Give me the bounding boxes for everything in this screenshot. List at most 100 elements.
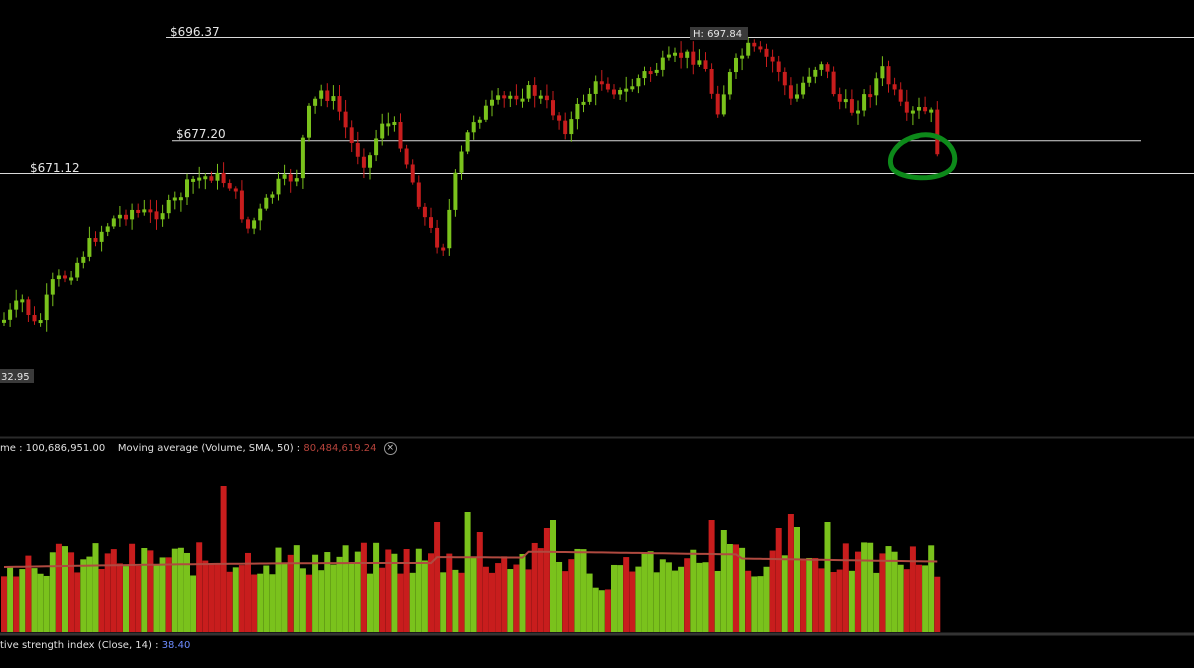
candle <box>679 41 684 69</box>
volume-bar <box>196 542 203 632</box>
candle <box>8 303 13 327</box>
volume-bar <box>171 548 178 632</box>
volume-bar <box>360 542 367 632</box>
candle <box>630 78 635 92</box>
volume-bar <box>733 544 739 632</box>
candle <box>544 84 549 109</box>
candle <box>178 192 183 212</box>
candle <box>807 67 812 87</box>
candle <box>404 144 409 169</box>
candle <box>93 231 98 247</box>
volume-bar <box>37 573 44 632</box>
svg-text:32.95: 32.95 <box>1 372 30 383</box>
candle <box>703 52 708 72</box>
candle <box>685 49 690 69</box>
volume-bar <box>598 590 605 632</box>
volume-bar <box>903 569 910 632</box>
svg-text:H: 697.84: H: 697.84 <box>693 29 742 40</box>
volume-bar <box>446 553 453 632</box>
rsi-value: 38.40 <box>161 640 191 651</box>
candle <box>130 203 135 230</box>
volume-bar <box>623 557 630 632</box>
volume-bar <box>800 559 807 632</box>
volume-bar <box>830 572 837 632</box>
candle <box>526 80 531 102</box>
volume-bar <box>1 576 7 632</box>
candle <box>910 106 915 126</box>
volume-bar <box>806 557 813 632</box>
candle <box>221 162 226 188</box>
candle <box>355 131 360 165</box>
candle <box>252 217 257 235</box>
volume-bar <box>647 551 654 632</box>
volume-bar <box>251 574 258 632</box>
volume-bar <box>202 560 209 632</box>
volume-bar <box>861 542 868 632</box>
candle <box>795 83 799 102</box>
volume-bar <box>879 553 886 632</box>
volume-bar <box>7 566 14 632</box>
candle <box>197 166 202 189</box>
candle <box>752 39 757 52</box>
candle <box>917 97 921 119</box>
candle <box>581 94 586 113</box>
volume-bar <box>885 546 892 632</box>
volume-bar <box>159 557 166 632</box>
volume-bar <box>824 522 831 632</box>
price-level-label: $671.12 <box>30 161 80 175</box>
candle <box>374 129 379 162</box>
volume-bar <box>543 528 550 632</box>
volume-bar <box>916 564 922 632</box>
candle <box>410 159 415 185</box>
volume-bar <box>153 564 160 632</box>
volume-bar <box>452 569 459 632</box>
volume-bar <box>238 565 245 632</box>
candle <box>691 41 696 75</box>
candle <box>849 89 854 116</box>
rsi-params: (Close, 14) <box>97 640 152 651</box>
candle <box>75 257 80 282</box>
volume-bar <box>635 566 642 632</box>
close-icon[interactable]: × <box>383 441 397 455</box>
volume-bar <box>842 543 849 632</box>
candle <box>422 202 427 226</box>
candle <box>191 176 196 194</box>
volume-bar <box>769 550 776 632</box>
volume-bar <box>714 570 721 632</box>
volume-bar <box>482 566 489 632</box>
volume-bar <box>74 572 81 632</box>
candle <box>142 199 147 216</box>
candle <box>20 294 25 313</box>
candle <box>69 271 74 285</box>
rsi-label: tive strength index <box>0 640 95 651</box>
candle <box>398 113 403 153</box>
volume-bar <box>287 554 294 632</box>
candle <box>868 85 873 108</box>
volume-bar <box>208 563 215 632</box>
volume-bar <box>336 556 343 632</box>
volume-bar <box>653 572 660 632</box>
candle <box>325 83 330 108</box>
volume-bar <box>641 552 648 632</box>
candle <box>215 163 220 190</box>
volume-bar <box>617 565 624 632</box>
candle <box>63 270 67 283</box>
volume-bar <box>318 570 325 632</box>
candle <box>386 112 391 136</box>
volume-bar <box>409 572 416 632</box>
candle <box>154 200 159 230</box>
candle <box>599 70 604 91</box>
volume-bar <box>147 550 154 632</box>
candle <box>648 66 653 82</box>
volume-bar <box>775 528 782 632</box>
candle <box>673 47 677 63</box>
volume-bar <box>68 552 75 632</box>
volume-bar <box>495 563 502 632</box>
candle <box>337 85 342 121</box>
candle <box>831 66 836 97</box>
volume-bar <box>726 543 733 632</box>
candle <box>50 272 55 307</box>
candle <box>441 243 446 256</box>
volume-bar <box>818 568 825 632</box>
